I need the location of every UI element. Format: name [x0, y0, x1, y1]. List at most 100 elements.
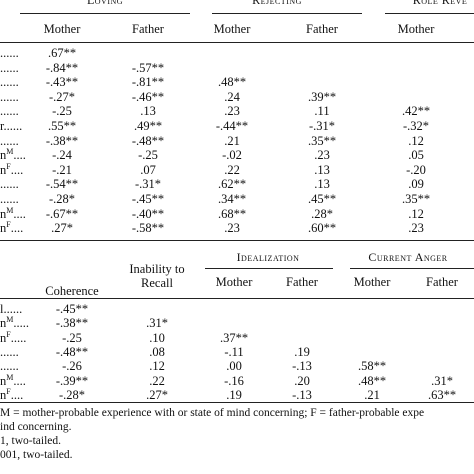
cell: -.28*: [58, 387, 86, 402]
cell: -.32*: [402, 119, 430, 133]
row-label-base: n: [0, 316, 7, 331]
row-label: ......: [0, 61, 19, 75]
cell: -.48**: [55, 344, 89, 359]
column-header: Father: [286, 275, 318, 289]
row-label: ......: [0, 75, 19, 89]
row-label-sup: M: [6, 147, 14, 157]
cell: .55**: [47, 119, 77, 133]
row-label-leader: ....: [10, 387, 24, 402]
row-label: ......: [0, 46, 19, 60]
cell: .23: [224, 104, 240, 119]
cell: .13: [314, 162, 330, 177]
cell: .45**: [307, 192, 337, 206]
rule: [350, 268, 474, 269]
cell: .22: [224, 162, 240, 177]
cell: .37**: [219, 330, 249, 345]
row-label-base: n: [0, 387, 7, 402]
cell: .27*: [51, 221, 73, 236]
cell: -.13: [292, 387, 312, 402]
cell: -.46**: [131, 89, 165, 104]
row-label-sup: M: [6, 372, 14, 382]
cell: -.67**: [45, 206, 79, 221]
row-label-base: n: [0, 373, 7, 388]
cell: -.25: [52, 104, 72, 119]
cell: .13: [140, 104, 156, 119]
footnote: M = mother-probable experience with or s…: [0, 407, 425, 419]
row-label-base: n: [0, 148, 7, 163]
cell: -.13: [292, 359, 312, 374]
column-header: Mother: [215, 275, 253, 289]
cell: .62**: [217, 177, 247, 192]
cell: -.25: [62, 330, 82, 345]
cell: -.25: [138, 148, 158, 163]
row-label-sup: M: [6, 315, 14, 325]
cell: -.16: [224, 373, 244, 388]
cell: .68**: [217, 206, 247, 221]
column-header: Inability to Recall: [129, 262, 185, 290]
row-label-base: n: [0, 221, 7, 236]
cell: -.02: [222, 148, 242, 163]
cell: .22: [149, 373, 165, 388]
cell: .21: [364, 387, 380, 402]
column-header: Mother: [397, 22, 435, 36]
cell: .34**: [217, 192, 247, 206]
cell: .39**: [307, 89, 337, 104]
row-label-leader: ......: [0, 344, 19, 359]
column-header: Mother: [43, 22, 81, 36]
cell: -.31*: [134, 177, 162, 192]
cell: .28*: [311, 206, 333, 221]
row-label: ......: [0, 134, 19, 148]
row-label: l......: [0, 302, 22, 316]
cell: .27*: [146, 387, 168, 402]
row-label-sup: M: [6, 205, 14, 215]
row-label: ......: [0, 177, 19, 191]
rule: [385, 13, 474, 14]
row-label-leader: ....: [13, 148, 26, 163]
cell: .08: [149, 344, 165, 359]
row-label-leader: ....: [10, 162, 24, 177]
column-header: Coherence: [45, 284, 99, 298]
cell: .10: [149, 330, 165, 345]
row-label: ......: [0, 359, 19, 373]
footnote: 1, two-tailed.: [0, 435, 61, 447]
row-label-leader: ......: [0, 46, 19, 60]
column-header: Father: [306, 22, 338, 36]
rule: [212, 13, 362, 14]
cell: .35**: [307, 133, 337, 148]
row-label-base: n: [0, 330, 7, 345]
cell: -.40**: [131, 206, 165, 221]
cell: .19: [226, 387, 242, 402]
row-label: nF....: [0, 162, 24, 177]
row-label-leader: ....: [13, 373, 26, 388]
row-label-leader: ......: [0, 177, 19, 192]
row-label-sup: F: [6, 329, 11, 339]
rule: [20, 13, 190, 14]
cell: .23: [408, 221, 424, 236]
cell: .63**: [427, 387, 457, 402]
cell: .60**: [307, 221, 337, 236]
cell: .21: [224, 133, 240, 148]
row-label-base: n: [0, 206, 7, 221]
cell: .00: [226, 359, 242, 374]
row-label-leader: ......: [0, 75, 19, 90]
cell: .20: [294, 373, 310, 388]
cell: .05: [408, 148, 424, 163]
row-label: nF....: [0, 221, 23, 236]
column-header: Mother: [353, 275, 391, 289]
cell: -.39**: [55, 373, 89, 388]
row-label-base: l: [0, 302, 4, 316]
cell: -.45**: [55, 302, 89, 316]
rule: [0, 298, 474, 299]
footnote: ind concerning.: [0, 421, 72, 433]
group-header: Loving: [86, 0, 124, 7]
row-label-leader: ....: [13, 206, 26, 221]
cell: .07: [140, 162, 156, 177]
cell: .23: [224, 221, 240, 236]
cell: -.81**: [131, 75, 165, 90]
group-header: Idealization: [236, 250, 300, 264]
cell: .67**: [47, 46, 77, 60]
cell: -.38**: [55, 316, 89, 331]
cell: .48**: [217, 75, 247, 90]
cell: -.21: [52, 162, 72, 177]
